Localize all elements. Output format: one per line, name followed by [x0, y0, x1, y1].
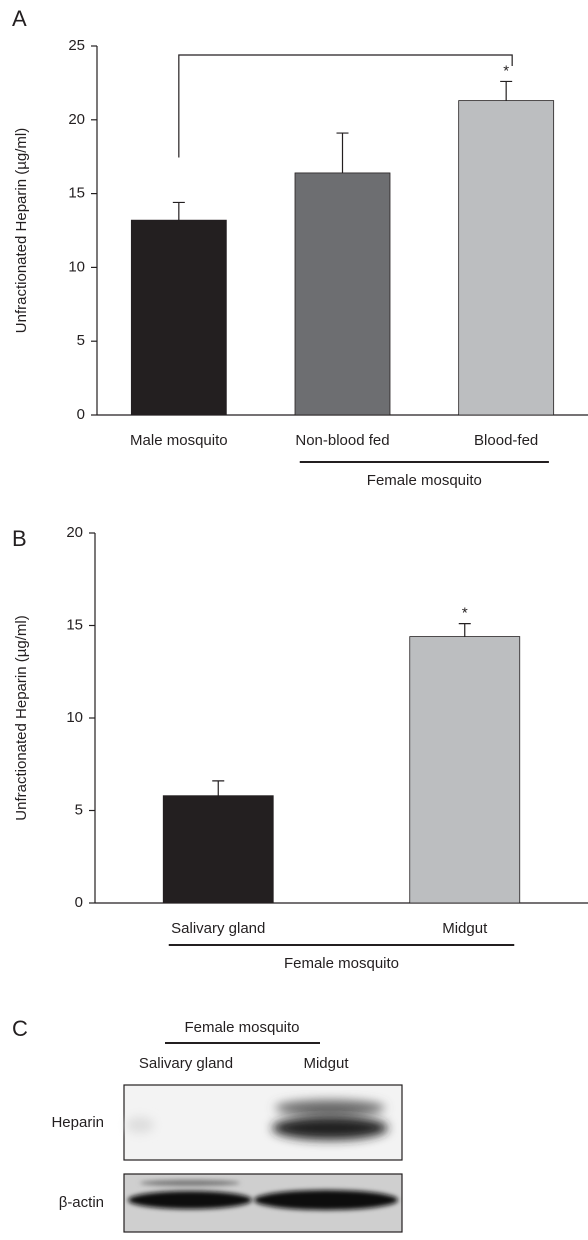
error-bar	[212, 781, 224, 796]
y-tick-label: 15	[66, 616, 83, 633]
error-bar	[173, 202, 185, 220]
row-label: β-actin	[59, 1194, 104, 1211]
y-axis-label: Unfractionated Heparin (µg/ml)	[13, 615, 30, 820]
y-tick-label: 10	[68, 258, 85, 275]
panel-label: B	[12, 526, 27, 551]
y-axis-label: Unfractionated Heparin (µg/ml)	[13, 128, 30, 333]
error-bar	[337, 133, 349, 173]
column-label: Midgut	[303, 1055, 349, 1072]
column-label: Salivary gland	[139, 1055, 233, 1072]
x-tick-label: Salivary gland	[171, 920, 265, 937]
panel-label: A	[12, 6, 27, 31]
blot-actin	[124, 1174, 402, 1232]
blot-heparin	[124, 1085, 402, 1160]
y-tick-label: 0	[75, 894, 83, 911]
x-tick-label: Blood-fed	[474, 432, 538, 449]
group-label: Female mosquito	[184, 1019, 299, 1036]
y-tick-label: 20	[66, 524, 83, 541]
row-label: Heparin	[51, 1114, 104, 1131]
bar	[410, 637, 520, 903]
figure: C Female mosquito Salivary gland Midgut …	[0, 0, 588, 1240]
y-tick-label: 5	[75, 801, 83, 818]
panel-label: C	[12, 1016, 28, 1041]
bar	[295, 173, 390, 415]
y-tick-label: 0	[77, 406, 85, 423]
error-bar	[459, 624, 471, 637]
group-label: Female mosquito	[367, 472, 482, 489]
significance: *	[503, 62, 509, 79]
y-tick-label: 15	[68, 185, 85, 202]
bar	[131, 220, 226, 415]
x-tick-label: Male mosquito	[130, 432, 228, 449]
y-tick-label: 5	[77, 332, 85, 349]
bar	[459, 101, 554, 415]
group-label: Female mosquito	[284, 955, 399, 972]
y-tick-label: 10	[66, 709, 83, 726]
y-tick-label: 25	[68, 37, 85, 54]
bar	[163, 796, 273, 903]
error-bar	[500, 81, 512, 100]
significance: *	[462, 605, 468, 622]
x-tick-label: Non-blood fed	[295, 432, 389, 449]
x-tick-label: Midgut	[442, 920, 488, 937]
y-tick-label: 20	[68, 111, 85, 128]
